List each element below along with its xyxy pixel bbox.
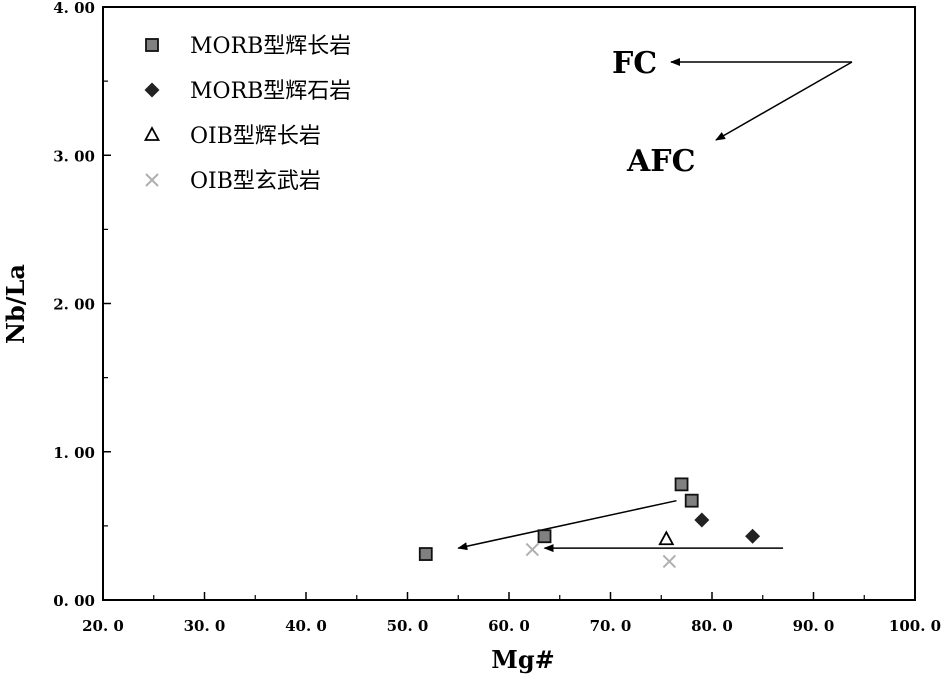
x-tick-label: 30. 0 [184,617,226,635]
y-tick-label: 4. 00 [53,0,95,17]
data-point [525,542,540,557]
data-point [418,547,433,561]
x-tick-label: 50. 0 [387,617,429,635]
legend-label: MORB型辉长岩 [190,34,351,59]
legend-marker [143,126,161,141]
data-point [537,529,552,544]
data-point [684,493,699,508]
y-axis-title: Nb/La [1,264,30,344]
legend-marker [145,38,159,52]
x-tick-label: 80. 0 [691,617,733,635]
x-tick-label: 60. 0 [488,617,530,635]
legend-label: OIB型辉长岩 [190,124,321,149]
data-point [662,554,677,569]
axis-ticks: 20. 0 30. 0 40. 0 50. 0 60. 0 70. 0 80. 0 90. 0… [53,0,941,635]
y-tick-label: 3. 00 [53,147,95,165]
x-axis-title: Mg# [491,645,554,674]
x-tick-label: 40. 0 [285,617,327,635]
legend-label: OIB型玄武岩 [190,169,321,194]
x-tick-label: 100. 0 [889,617,941,635]
trend-arrows [457,499,784,553]
x-tick-label: 70. 0 [590,617,632,635]
data-point [674,477,689,492]
y-tick-label: 1. 00 [53,444,95,462]
y-tick-label: 0. 00 [53,592,95,610]
data-point [694,512,710,528]
data-points [418,477,761,569]
legend-label: MORB型辉石岩 [190,79,351,104]
legend: MORB型辉长岩 MORB型辉石岩 OIB型辉长岩 OIB型玄武岩 [143,34,351,194]
fc-label: FC [612,46,657,81]
fc-afc-annotation: FC AFC [612,46,853,179]
legend-marker [145,173,159,187]
data-point [658,530,675,546]
afc-label: AFC [626,144,695,179]
x-tick-label: 90. 0 [793,617,835,635]
afc-arrow [715,61,853,141]
data-point [745,528,761,544]
trend-arrow [457,499,677,551]
legend-marker [144,82,160,98]
y-tick-label: 2. 00 [53,296,95,314]
x-tick-label: 20. 0 [82,617,124,635]
